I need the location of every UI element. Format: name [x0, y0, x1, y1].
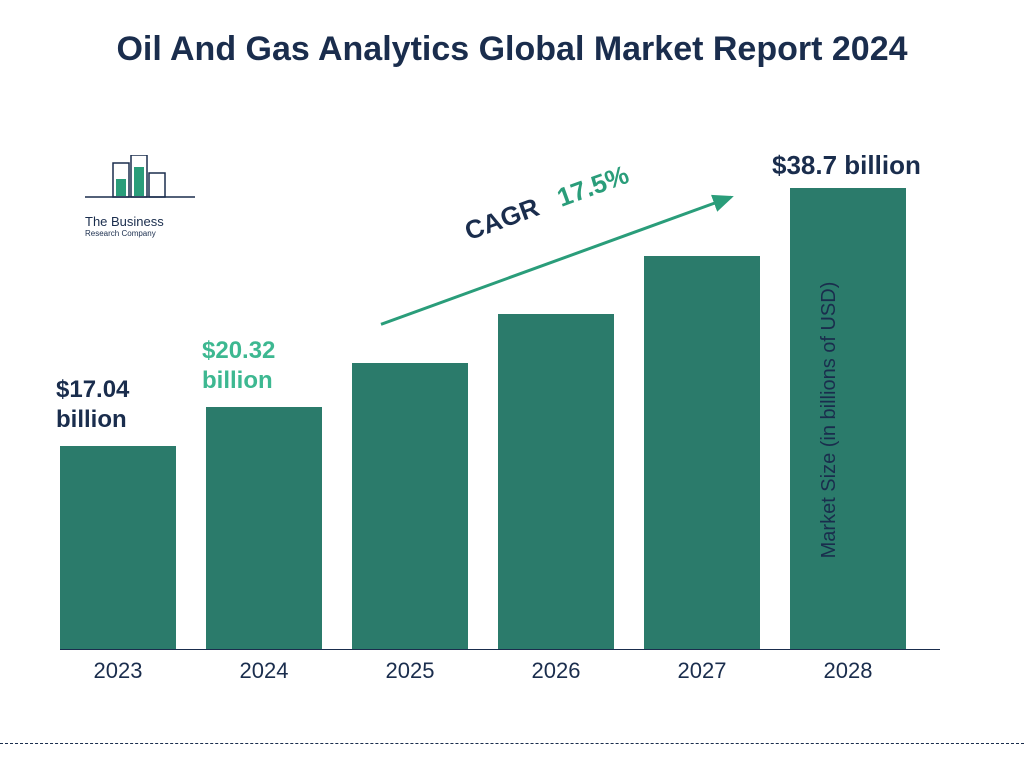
xlabel-2028: 2028 — [790, 658, 906, 684]
xlabel-2027: 2027 — [644, 658, 760, 684]
callout-2028: $38.7 billion — [772, 149, 928, 182]
bar-chart: CAGR 17.5% $17.04 billion $20.32 billion… — [60, 150, 940, 690]
chart-title: Oil And Gas Analytics Global Market Repo… — [0, 0, 1024, 81]
xlabel-2024: 2024 — [206, 658, 322, 684]
xlabel-2025: 2025 — [352, 658, 468, 684]
y-axis-label: Market Size (in billions of USD) — [818, 282, 841, 559]
callout-2024: $20.32 billion — [202, 336, 326, 396]
xlabel-2026: 2026 — [498, 658, 614, 684]
callout-2023: $17.04 billion — [56, 375, 180, 435]
plot-area: CAGR 17.5% $17.04 billion $20.32 billion… — [60, 150, 940, 650]
xlabel-2023: 2023 — [60, 658, 176, 684]
bottom-divider — [0, 743, 1024, 744]
